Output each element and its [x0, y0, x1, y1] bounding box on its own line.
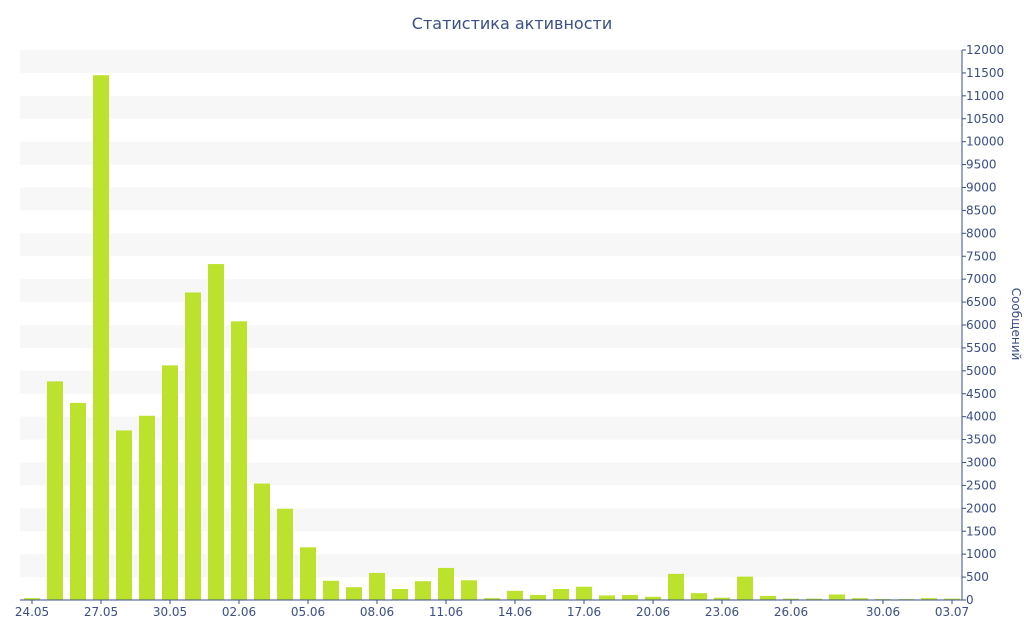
grid-band — [20, 508, 962, 532]
x-tick-label: 23.06 — [705, 605, 739, 619]
bar-01.06[interactable] — [208, 264, 224, 600]
bar-21.06[interactable] — [668, 573, 684, 600]
bar-22.06[interactable] — [691, 593, 707, 600]
y-tick-label: 11500 — [966, 66, 1004, 80]
bar-19.06[interactable] — [622, 594, 638, 600]
x-tick-label: 24.05 — [15, 605, 49, 619]
bar-16.06[interactable] — [553, 589, 569, 600]
bar-25.05[interactable] — [47, 381, 63, 600]
y-tick-label: 4500 — [966, 387, 997, 401]
y-tick-label: 2500 — [966, 478, 997, 492]
bar-06.06[interactable] — [323, 580, 339, 600]
grid-band — [20, 279, 962, 303]
bar-03.06[interactable] — [254, 483, 270, 600]
bar-17.06[interactable] — [576, 586, 592, 600]
grid-band — [20, 187, 962, 211]
grid-band — [20, 370, 962, 394]
y-axis-title: Сообщений — [1009, 288, 1023, 361]
y-tick-label: 8500 — [966, 203, 997, 217]
bar-31.05[interactable] — [185, 292, 201, 600]
bar-27.05[interactable] — [93, 75, 109, 601]
x-tick-label: 08.06 — [360, 605, 394, 619]
y-tick-label: 9500 — [966, 158, 997, 172]
bar-28.06[interactable] — [829, 594, 845, 601]
bar-26.06[interactable] — [783, 598, 799, 600]
chart-title: Статистика активности — [411, 14, 613, 33]
bar-29.05[interactable] — [139, 415, 155, 600]
x-tick-label: 11.06 — [429, 605, 463, 619]
bar-29.06[interactable] — [852, 598, 868, 600]
bar-08.06[interactable] — [369, 572, 385, 600]
y-tick-label: 7500 — [966, 249, 997, 263]
y-tick-label: 5500 — [966, 341, 997, 355]
bar-04.06[interactable] — [277, 508, 293, 600]
y-tick-label: 5000 — [966, 364, 997, 378]
y-tick-label: 0 — [966, 593, 974, 607]
grid-band — [20, 325, 962, 348]
bar-24.06[interactable] — [737, 576, 753, 600]
x-tick-label: 03.07 — [935, 605, 969, 619]
bar-14.06[interactable] — [507, 590, 523, 600]
y-tick-label: 6000 — [966, 318, 997, 332]
y-tick-label: 2000 — [966, 501, 997, 515]
bar-20.06[interactable] — [645, 596, 661, 600]
y-tick-label: 7000 — [966, 272, 997, 286]
y-tick-label: 4000 — [966, 410, 997, 424]
x-tick-label: 17.06 — [567, 605, 601, 619]
grid-band — [20, 416, 962, 440]
bar-02.06[interactable] — [231, 321, 247, 600]
x-tick-label: 30.06 — [866, 605, 900, 619]
bar-12.06[interactable] — [461, 580, 477, 600]
x-tick-label: 27.05 — [84, 605, 118, 619]
y-tick-label: 6500 — [966, 295, 997, 309]
y-tick-label: 10000 — [966, 135, 1004, 149]
y-tick-label: 8000 — [966, 226, 997, 240]
x-tick-label: 20.06 — [636, 605, 670, 619]
bar-11.06[interactable] — [438, 567, 454, 600]
bar-27.06[interactable] — [806, 598, 822, 600]
bar-26.05[interactable] — [70, 402, 86, 600]
bar-18.06[interactable] — [599, 595, 615, 600]
bar-02.07[interactable] — [921, 598, 937, 600]
y-tick-label: 9000 — [966, 181, 997, 195]
x-tick-label: 30.05 — [153, 605, 187, 619]
bar-28.05[interactable] — [116, 430, 132, 600]
grid-band — [20, 554, 962, 578]
bar-13.06[interactable] — [484, 598, 500, 600]
x-tick-label: 14.06 — [498, 605, 532, 619]
bar-25.06[interactable] — [760, 595, 776, 600]
grid-band — [20, 95, 962, 119]
grid-band — [20, 462, 962, 486]
y-axis: 0 500 1000 1500 2000 2500 3000 3500 4000 4500 5000… — [961, 43, 1004, 607]
grid-band — [20, 50, 962, 73]
y-tick-label: 1500 — [966, 524, 997, 538]
bar-30.05[interactable] — [162, 365, 178, 600]
bar-07.06[interactable] — [346, 587, 362, 600]
grid-band — [20, 233, 962, 257]
bar-15.06[interactable] — [530, 594, 546, 600]
y-tick-label: 1000 — [966, 547, 997, 561]
bar-09.06[interactable] — [392, 589, 408, 600]
grid-bands — [20, 50, 962, 578]
bar-05.06[interactable] — [300, 547, 316, 600]
bar-03.07[interactable] — [944, 598, 960, 600]
y-tick-label: 12000 — [966, 43, 1004, 57]
y-tick-label: 11000 — [966, 89, 1004, 103]
y-tick-label: 10500 — [966, 112, 1004, 126]
x-tick-label: 26.06 — [774, 605, 808, 619]
bars — [24, 75, 960, 601]
bar-23.06[interactable] — [714, 597, 730, 600]
y-tick-label: 3500 — [966, 433, 997, 447]
grid-band — [20, 141, 962, 165]
bar-24.05[interactable] — [24, 598, 40, 600]
x-axis: 24.05 27.05 30.05 02.06 05.06 08.06 11.06 14.06… — [15, 599, 969, 619]
x-tick-label: 05.06 — [291, 605, 325, 619]
x-tick-label: 02.06 — [222, 605, 256, 619]
y-tick-label: 3000 — [966, 456, 997, 470]
bar-10.06[interactable] — [415, 581, 431, 600]
y-tick-label: 500 — [966, 570, 989, 584]
